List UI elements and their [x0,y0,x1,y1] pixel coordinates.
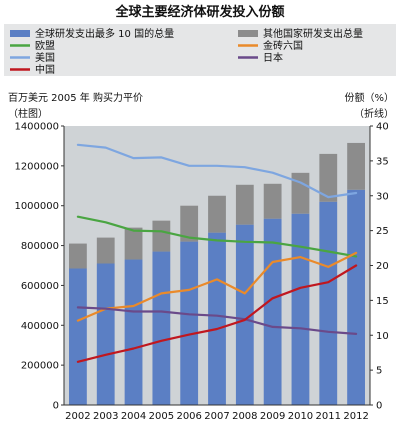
line-series-0 [76,215,358,258]
bar-others-2007 [208,195,226,233]
right-tick-label-6: 30 [376,191,389,202]
legend-background [4,24,396,76]
left-tick-label-7: 1400000 [14,122,59,133]
right-tick-label-4: 20 [376,261,389,272]
x-tick-label-2003: 2003 [93,411,118,422]
left-tick-label-6: 1200000 [14,161,59,172]
bar-top10-2010 [291,213,310,405]
bar-top10-2005 [152,251,171,405]
legend-label-0: 全球研发支出最多 10 国的总量 [35,27,174,40]
bar-top10-2003 [96,263,115,405]
legend-label-6: 中国 [35,63,55,76]
x-tick-label-2002: 2002 [65,411,90,422]
x-tick-label-2004: 2004 [121,411,146,422]
x-tick-label-2007: 2007 [204,411,229,422]
bar-top10-2004 [124,259,143,405]
bar-top10-2009 [263,218,282,405]
legend-swatch-0 [10,30,30,37]
bar-top10-2012 [347,189,365,405]
legend-swatch-1 [238,30,258,37]
left-tick-label-5: 1000000 [14,201,59,212]
left-tick-label-0: 0 [53,401,59,412]
bar-top10-2002 [69,268,87,405]
bar-top10-2006 [180,241,199,405]
bar-top10-2008 [235,224,254,405]
right-tick-label-1: 5 [376,366,382,377]
right-axis-subcaption: （折线） [354,107,394,120]
x-tick-label-2008: 2008 [232,411,257,422]
x-tick-label-2010: 2010 [288,411,313,422]
left-axis-subcaption: （柱图） [8,107,48,120]
legend-label-2: 欧盟 [35,40,55,52]
bar-others-2004 [124,227,143,260]
x-tick-label-2005: 2005 [149,411,174,422]
x-tick-label-2011: 2011 [316,411,341,422]
left-tick-label-2: 400000 [21,321,59,332]
right-tick-label-5: 25 [376,226,389,237]
line-series-2 [76,143,358,199]
bar-others-2002 [69,243,87,269]
legend-label-4: 美国 [35,51,55,64]
bar-others-2011 [319,153,338,202]
plot-area: 0 200000 400000 600000 800000 1000000 1200000 1… [14,122,388,423]
bar-others-2012 [347,142,365,190]
right-tick-label-2: 10 [376,331,389,342]
bar-top10-2011 [319,201,338,405]
legend-label-5: 日本 [263,51,283,64]
right-tick-label-7: 35 [376,156,389,167]
right-tick-label-0: 0 [376,401,382,412]
chart-title: 全球主要经济体研发投入份额 [114,4,284,20]
legend-label-1: 其他国家研发支出总量 [263,27,363,40]
right-axis-caption: 份额（%） [344,91,394,104]
x-tick-label-2009: 2009 [260,411,285,422]
legend-label-3: 金砖六国 [263,39,303,52]
bar-others-2010 [291,172,310,214]
line-series-1 [76,251,358,322]
left-tick-label-3: 600000 [21,281,59,292]
left-tick-label-1: 200000 [21,361,59,372]
right-tick-label-8: 40 [376,122,389,133]
bar-top10-2007 [208,232,226,405]
x-tick-label-2012: 2012 [343,411,368,422]
bar-others-2003 [96,237,115,264]
line-series-3 [76,306,358,335]
left-axis-caption: 百万美元 2005 年 购买力平价 [8,91,143,104]
right-tick-label-3: 15 [376,296,389,307]
x-tick-label-2006: 2006 [176,411,201,422]
line-series-4 [76,264,358,363]
bar-others-2009 [263,183,282,219]
bar-others-2008 [235,184,254,225]
left-tick-label-4: 800000 [21,241,59,252]
bar-others-2005 [152,220,171,252]
bar-others-2006 [180,205,199,242]
